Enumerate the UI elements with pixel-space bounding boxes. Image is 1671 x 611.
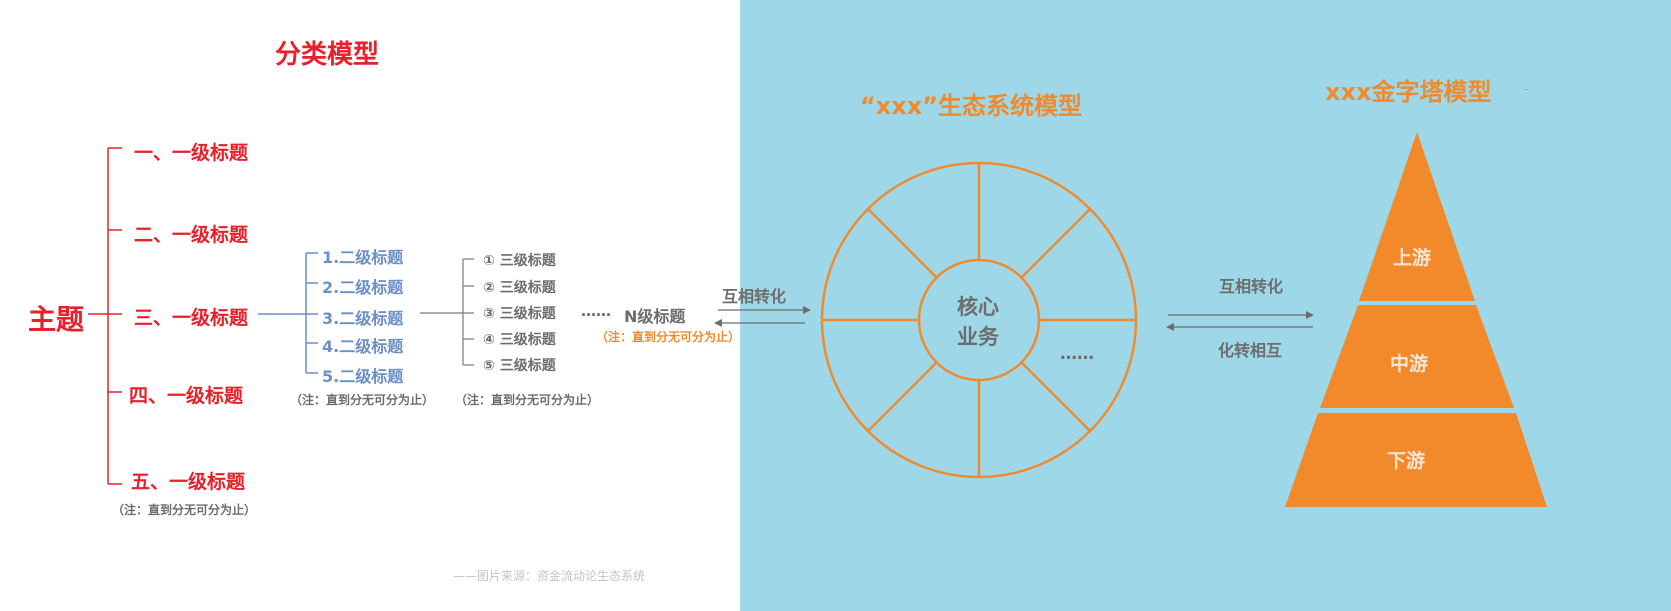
pyramid-level-upstream: 上游 [1393,247,1432,269]
ellipsis-left: …… [581,302,611,320]
pyramid-title-dot: - [1524,82,1529,96]
level1-item-1: 一、一级标题 [134,142,249,164]
level1-item-2: 二、一级标题 [134,224,249,246]
right-panel-background [740,0,1671,611]
level3-item-2: ② 三级标题 [483,280,556,296]
level3-item-4: ④ 三级标题 [483,332,556,348]
pyramid-level-downstream: 下游 [1387,450,1426,472]
level2-note: （注：直到分无可分为止） [290,393,435,407]
level3-note: （注：直到分无可分为止） [455,393,600,407]
level3-item-3: ③ 三级标题 [483,306,556,322]
pyramid-level-midstream: 中游 [1390,353,1429,375]
core-label-line1: 核心 [957,295,999,319]
level1-item-3: 三、一级标题 [134,307,249,329]
level1-note: （注：直到分无可分为止） [112,503,257,517]
level2-item-2: 2.二级标题 [322,278,404,297]
topic-label: 主题 [28,303,85,336]
level3-item-1: ① 三级标题 [483,253,556,269]
pyramid-title: xxx金字塔模型 [1325,78,1492,106]
levelN-note: （注：直到分无可分为止） [596,330,741,344]
level2-item-4: 4.二级标题 [322,337,404,356]
level1-item-4: 四、一级标题 [129,385,244,407]
level2-item-1: 1.二级标题 [322,248,404,267]
mutual-transform-bottom: 化转相互 [1218,341,1283,360]
source-caption: ——图片来源：资金流动论生态系统 [453,569,646,583]
level2-item-3: 3.二级标题 [322,309,404,328]
level1-item-5: 五、一级标题 [131,471,246,493]
mutual-transform-top: 互相转化 [1219,277,1284,296]
level2-item-5: 5.二级标题 [322,367,404,386]
mutual-transform-left: 互相转化 [722,287,787,306]
core-label-line2: 业务 [957,325,999,349]
levelN-label: N级标题 [624,307,686,326]
ecosystem-ellipsis: …… [1060,344,1094,364]
level3-item-5: ⑤ 三级标题 [483,358,556,374]
classification-title: 分类模型 [275,40,380,70]
ecosystem-title: “xxx”生态系统模型 [860,92,1082,120]
